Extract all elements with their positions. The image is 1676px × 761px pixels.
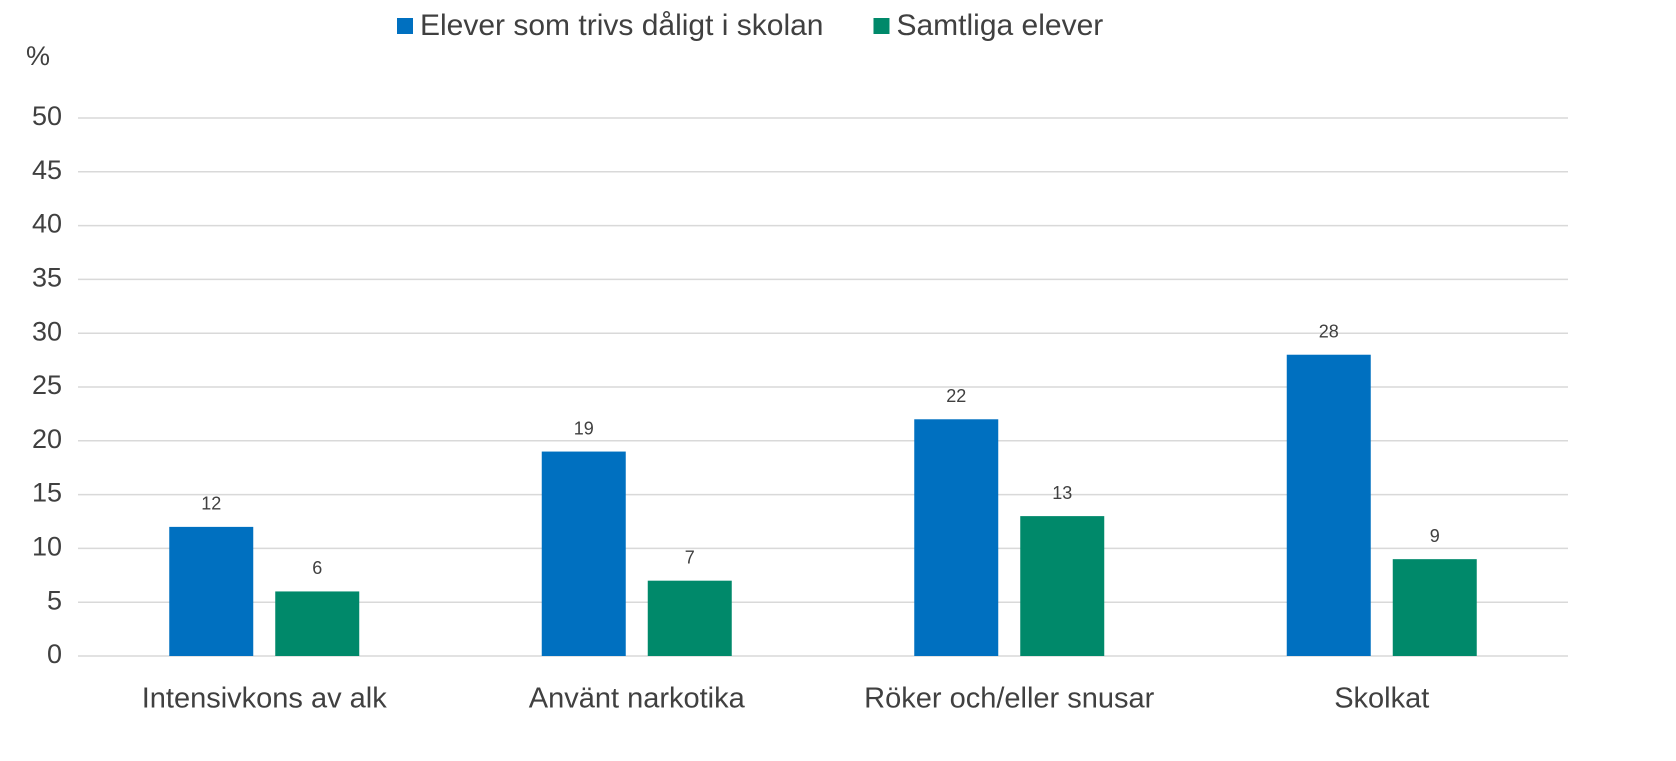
x-tick-label: Röker och/eller snusar xyxy=(864,683,1154,715)
legend-label: Elever som trivs dåligt i skolan xyxy=(420,9,823,42)
bar xyxy=(541,451,626,656)
data-label: 7 xyxy=(685,547,695,567)
y-tick-label: 50 xyxy=(32,101,62,131)
bar xyxy=(169,526,254,656)
data-label: 22 xyxy=(946,386,966,406)
bar xyxy=(1392,559,1477,656)
y-tick-label: 20 xyxy=(32,424,62,454)
y-tick-label: 0 xyxy=(47,639,62,669)
x-tick-label: Skolkat xyxy=(1334,683,1429,715)
bar xyxy=(914,419,999,656)
bar xyxy=(1020,516,1105,656)
x-tick-label: Använt narkotika xyxy=(529,683,746,715)
data-label: 13 xyxy=(1052,483,1072,503)
y-axis-label: % xyxy=(26,41,50,71)
data-label: 6 xyxy=(312,558,322,578)
y-tick-label: 5 xyxy=(47,585,62,615)
data-label: 9 xyxy=(1430,526,1440,546)
bar xyxy=(275,591,360,656)
y-tick-label: 35 xyxy=(32,263,62,293)
data-label: 12 xyxy=(201,494,221,514)
y-tick-label: 40 xyxy=(32,209,62,239)
legend-label: Samtliga elever xyxy=(896,9,1103,42)
legend-swatch xyxy=(873,18,890,34)
y-tick-label: 10 xyxy=(32,532,62,562)
y-tick-label: 45 xyxy=(32,155,62,185)
bar xyxy=(1286,354,1371,656)
legend-swatch xyxy=(397,18,413,34)
y-tick-label: 15 xyxy=(32,478,62,508)
y-tick-label: 30 xyxy=(32,316,62,346)
y-tick-label: 25 xyxy=(32,370,62,400)
data-label: 28 xyxy=(1319,321,1339,341)
bar xyxy=(647,580,732,656)
x-tick-label: Intensivkons av alk xyxy=(142,683,388,715)
data-label: 19 xyxy=(574,418,594,438)
